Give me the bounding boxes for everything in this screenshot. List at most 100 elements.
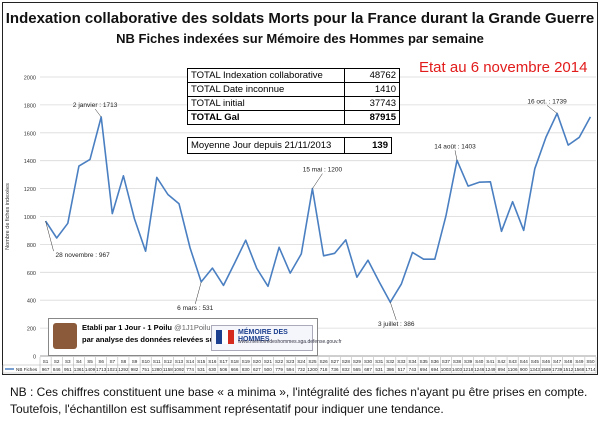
x-tick-label: S34 bbox=[408, 359, 417, 364]
data-table-value: 951 bbox=[64, 367, 72, 372]
x-tick-label: S15 bbox=[197, 359, 206, 364]
x-tick-label: S30 bbox=[364, 359, 373, 364]
data-table-value: 732 bbox=[297, 367, 305, 372]
y-tick-label: 800 bbox=[27, 243, 36, 249]
y-tick-label: 600 bbox=[27, 271, 36, 277]
x-tick-label: S45 bbox=[531, 359, 540, 364]
y-tick-label: 2000 bbox=[24, 76, 36, 82]
x-tick-label: S8 bbox=[121, 359, 127, 364]
data-table-value: 594 bbox=[286, 367, 294, 372]
data-table-value: 900 bbox=[520, 367, 528, 372]
annotation-label: 15 mai : 1200 bbox=[303, 167, 343, 174]
annotation-leader bbox=[45, 221, 54, 252]
data-table-value: 967 bbox=[42, 367, 50, 372]
x-tick-label: S31 bbox=[375, 359, 384, 364]
x-tick-label: S32 bbox=[386, 359, 395, 364]
data-table-value: 1713 bbox=[96, 367, 107, 372]
totals-value: 1410 bbox=[344, 82, 400, 97]
annotation-leader bbox=[94, 108, 102, 118]
credit-handle: @1J1Poilu bbox=[174, 323, 211, 332]
totals-value: 87915 bbox=[344, 110, 400, 125]
x-tick-label: S27 bbox=[331, 359, 340, 364]
x-tick-label: S41 bbox=[486, 359, 495, 364]
logo-url: www.memoiredeshommes.sga.defense.gouv.fr bbox=[238, 339, 342, 345]
series-line bbox=[44, 112, 592, 304]
data-table-value: 666 bbox=[231, 367, 239, 372]
y-tick-label: 400 bbox=[27, 299, 36, 305]
y-tick-label: 1800 bbox=[24, 103, 36, 109]
x-tick-label: S12 bbox=[164, 359, 173, 364]
data-table-value: 894 bbox=[498, 367, 506, 372]
chart-frame bbox=[2, 2, 598, 375]
x-tick-label: S35 bbox=[420, 359, 429, 364]
x-tick-label: S2 bbox=[54, 359, 60, 364]
data-table-value: 832 bbox=[342, 367, 350, 372]
credit-line1: Etabli par 1 Jour - 1 Poilu @1J1Poilu bbox=[82, 323, 211, 332]
totals-label: TOTAL Date inconnue bbox=[187, 82, 345, 97]
data-table-value: 517 bbox=[398, 367, 406, 372]
totals-table: TOTAL Indexation collaborative 48762 TOTA… bbox=[187, 68, 400, 125]
annotation-label: 14 août : 1403 bbox=[434, 143, 476, 150]
x-tick-label: S3 bbox=[65, 359, 71, 364]
data-table-value: 1218 bbox=[463, 367, 474, 372]
annotation-label: 3 juillet : 386 bbox=[378, 321, 415, 328]
x-tick-label: S21 bbox=[264, 359, 273, 364]
data-table-value: 1569 bbox=[541, 367, 552, 372]
x-tick-label: S47 bbox=[553, 359, 562, 364]
totals-row: TOTAL Gal 87915 bbox=[187, 110, 400, 125]
data-table-value: 687 bbox=[364, 367, 372, 372]
data-table-value: 1403 bbox=[452, 367, 463, 372]
x-tick-label: S37 bbox=[442, 359, 451, 364]
data-table-value: 846 bbox=[53, 367, 61, 372]
data-table-value: 1092 bbox=[174, 367, 185, 372]
data-table-value: 630 bbox=[209, 367, 217, 372]
data-table-value: 1106 bbox=[508, 367, 518, 372]
x-tick-label: S13 bbox=[175, 359, 184, 364]
average-table: Moyenne Jour depuis 21/11/2013 139 bbox=[187, 137, 392, 154]
x-tick-label: S26 bbox=[319, 359, 328, 364]
data-table-value: 565 bbox=[353, 367, 361, 372]
data-table-value: 1292 bbox=[118, 367, 129, 372]
data-table-value: 1021 bbox=[107, 367, 118, 372]
x-tick-label: S16 bbox=[208, 359, 217, 364]
x-tick-label: S39 bbox=[464, 359, 473, 364]
data-table-value: 386 bbox=[386, 367, 394, 372]
data-table-value: 531 bbox=[375, 367, 383, 372]
x-tick-label: S43 bbox=[509, 359, 518, 364]
x-tick-label: S49 bbox=[575, 359, 584, 364]
annotation-leader bbox=[454, 150, 458, 161]
x-tick-label: S22 bbox=[275, 359, 284, 364]
data-table-value: 830 bbox=[242, 367, 250, 372]
data-table-value: 751 bbox=[142, 367, 150, 372]
data-table-value: 1409 bbox=[85, 367, 96, 372]
status-date: Etat au 6 novembre 2014 bbox=[419, 59, 588, 76]
x-tick-label: S11 bbox=[153, 359, 161, 364]
totals-value: 37743 bbox=[344, 96, 400, 111]
data-table-value: 1714 bbox=[585, 367, 596, 372]
x-tick-label: S17 bbox=[219, 359, 228, 364]
y-tick-label: 1200 bbox=[24, 187, 36, 193]
y-tick-label: 1600 bbox=[24, 131, 36, 137]
data-table-value: 743 bbox=[409, 367, 417, 372]
x-tick-label: S20 bbox=[253, 359, 262, 364]
data-table-value: 1280 bbox=[152, 367, 163, 372]
line-chart: 0 200 400 600 800 1000 1200 1400 1600 1800 2000 Nom… bbox=[2, 76, 597, 374]
x-tick-label: S24 bbox=[297, 359, 306, 364]
data-table-value: 736 bbox=[331, 367, 339, 372]
x-tick-label: S40 bbox=[475, 359, 484, 364]
totals-label: TOTAL Gal bbox=[187, 110, 345, 125]
poilu-avatar bbox=[53, 323, 77, 349]
y-tick-label: 200 bbox=[27, 327, 36, 333]
x-tick-label: S4 bbox=[76, 359, 82, 364]
chart-subtitle: NB Fiches indexées sur Mémoire des Homme… bbox=[116, 31, 484, 46]
annotation-leader bbox=[194, 281, 202, 304]
x-tick-label: S42 bbox=[497, 359, 506, 364]
data-table-value: 1343 bbox=[530, 367, 541, 372]
x-tick-label: S44 bbox=[520, 359, 529, 364]
x-tick-label: S48 bbox=[564, 359, 573, 364]
annotation-label: 6 mars : 531 bbox=[177, 305, 214, 312]
x-tick-label: S18 bbox=[231, 359, 240, 364]
legend-label: NB Fiches bbox=[16, 367, 38, 372]
x-tick-label: S10 bbox=[142, 359, 151, 364]
annotation-leader bbox=[312, 173, 323, 189]
